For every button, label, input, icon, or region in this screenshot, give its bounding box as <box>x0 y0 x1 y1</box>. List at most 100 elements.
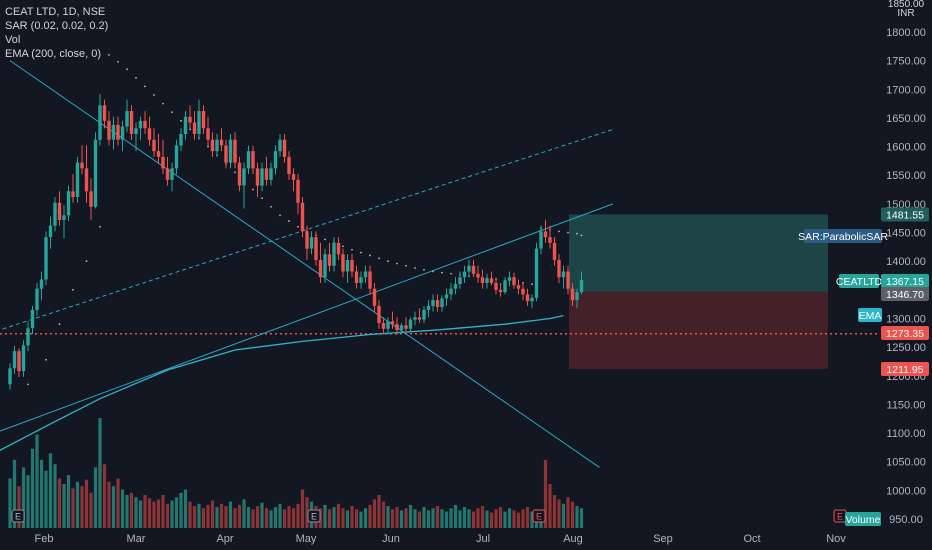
earnings-marker-icon[interactable] <box>532 509 546 523</box>
candle-body[interactable] <box>426 305 431 310</box>
candle-body[interactable] <box>327 254 332 266</box>
candle-body[interactable] <box>228 139 233 163</box>
candle-body[interactable] <box>489 278 494 283</box>
candle-body[interactable] <box>516 285 521 289</box>
candle-body[interactable] <box>174 145 179 169</box>
volume-label-tag[interactable] <box>845 512 881 526</box>
candle-body[interactable] <box>219 139 224 146</box>
candle-body[interactable] <box>89 191 93 207</box>
candle-body[interactable] <box>111 124 116 140</box>
candle-body[interactable] <box>156 151 161 157</box>
candle-body[interactable] <box>255 168 260 186</box>
candle-body[interactable] <box>269 168 273 180</box>
candle-body[interactable] <box>341 254 345 272</box>
candle-body[interactable] <box>462 271 467 278</box>
candle-body[interactable] <box>345 260 350 272</box>
candle-body[interactable] <box>539 231 543 249</box>
entry-price-tag[interactable] <box>881 287 929 301</box>
candle-body[interactable] <box>309 237 314 249</box>
candle-body[interactable] <box>242 168 246 186</box>
candle-body[interactable] <box>251 151 255 169</box>
candle-body[interactable] <box>215 139 219 152</box>
candle-body[interactable] <box>503 280 507 293</box>
candle-body[interactable] <box>534 248 539 298</box>
candle-body[interactable] <box>413 317 417 320</box>
candle-body[interactable] <box>120 126 125 140</box>
sar-label-tag[interactable] <box>804 229 882 243</box>
candle-body[interactable] <box>548 237 552 243</box>
candle-body[interactable] <box>494 282 498 290</box>
candle-body[interactable] <box>314 237 318 261</box>
candle-body[interactable] <box>359 277 363 283</box>
candle-body[interactable] <box>570 288 575 301</box>
candle-body[interactable] <box>62 215 66 220</box>
candle-body[interactable] <box>183 116 188 134</box>
candle-body[interactable] <box>543 231 548 238</box>
candle-body[interactable] <box>93 139 98 207</box>
candle-body[interactable] <box>26 328 30 346</box>
candle-body[interactable] <box>84 168 89 192</box>
candle-body[interactable] <box>237 162 242 186</box>
candle-body[interactable] <box>197 111 201 134</box>
candle-body[interactable] <box>80 162 84 169</box>
candle-body[interactable] <box>264 168 269 180</box>
candle-body[interactable] <box>561 271 566 278</box>
candle-body[interactable] <box>206 128 210 140</box>
earnings-marker-icon[interactable] <box>307 509 321 523</box>
sar-indicator-legend[interactable]: SAR (0.02, 0.02, 0.2) <box>5 20 109 32</box>
candle-body[interactable] <box>395 324 399 330</box>
candle-body[interactable] <box>192 122 197 134</box>
candle-body[interactable] <box>201 111 206 129</box>
candle-body[interactable] <box>287 156 291 175</box>
target-price-tag[interactable] <box>881 207 929 222</box>
candle-body[interactable] <box>381 323 386 329</box>
volume-indicator-legend[interactable]: Vol <box>5 34 21 46</box>
candle-body[interactable] <box>134 128 138 134</box>
candle-body[interactable] <box>147 128 152 140</box>
symbol-label-tag[interactable] <box>839 274 879 288</box>
candle-body[interactable] <box>350 260 354 272</box>
ema-indicator-legend[interactable]: EMA (200, close, 0) <box>5 48 101 60</box>
candle-body[interactable] <box>21 345 26 372</box>
candle-body[interactable] <box>300 202 305 232</box>
candle-body[interactable] <box>498 289 503 293</box>
candle-body[interactable] <box>152 139 156 152</box>
candle-body[interactable] <box>440 298 444 308</box>
candle-body[interactable] <box>399 325 404 330</box>
candle-body[interactable] <box>512 277 516 286</box>
candle-body[interactable] <box>143 120 147 129</box>
candle-body[interactable] <box>278 139 282 152</box>
candle-body[interactable] <box>102 105 107 121</box>
candle-body[interactable] <box>386 321 390 329</box>
candle-body[interactable] <box>273 151 278 169</box>
candle-body[interactable] <box>408 319 413 329</box>
candle-body[interactable] <box>75 162 80 198</box>
candle-body[interactable] <box>390 321 395 325</box>
candle-body[interactable] <box>476 273 480 278</box>
candle-body[interactable] <box>165 168 170 180</box>
stop-price-tag[interactable] <box>881 362 929 376</box>
earnings-marker-icon[interactable] <box>11 509 25 523</box>
candle-body[interactable] <box>435 300 440 308</box>
candle-body[interactable] <box>233 139 237 163</box>
candle-body[interactable] <box>98 105 102 140</box>
long-position-stop-zone[interactable] <box>569 291 828 369</box>
candle-body[interactable] <box>35 288 39 310</box>
ema-label-tag[interactable] <box>858 308 882 322</box>
candle-body[interactable] <box>17 351 21 372</box>
candle-body[interactable] <box>354 271 359 283</box>
candle-body[interactable] <box>296 179 300 203</box>
candle-body[interactable] <box>332 242 336 266</box>
candle-body[interactable] <box>71 191 75 198</box>
candle-body[interactable] <box>557 260 561 278</box>
candle-body[interactable] <box>453 284 458 289</box>
candle-body[interactable] <box>417 317 422 320</box>
candle-body[interactable] <box>467 265 471 272</box>
candle-body[interactable] <box>12 351 17 369</box>
candle-body[interactable] <box>377 305 381 324</box>
candle-body[interactable] <box>125 111 129 127</box>
support-price-tag[interactable] <box>881 326 929 340</box>
candle-body[interactable] <box>30 309 35 329</box>
candle-body[interactable] <box>57 202 62 220</box>
candle-body[interactable] <box>368 271 372 289</box>
